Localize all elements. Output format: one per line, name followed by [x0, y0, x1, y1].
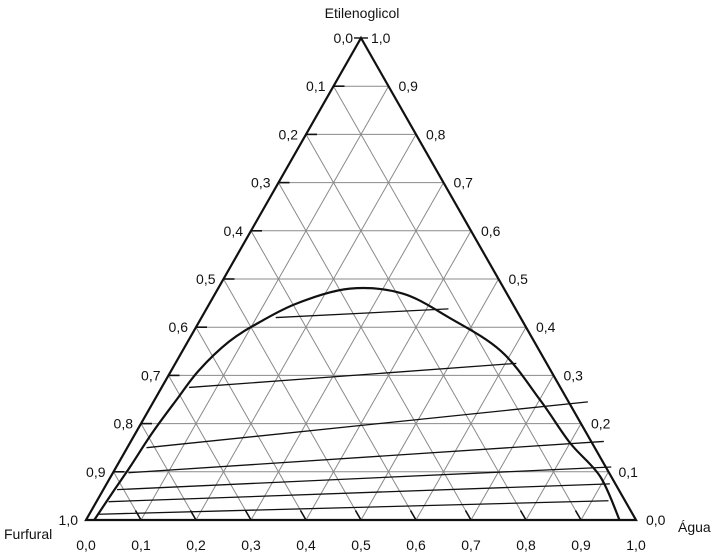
tick-label-right: 0,1	[619, 464, 639, 480]
tick-label-bottom: 0,3	[241, 537, 261, 553]
tick-label-right: 1,0	[371, 30, 391, 46]
binodal-curve	[93, 286, 621, 521]
tie-line	[117, 466, 612, 491]
tie-line	[146, 401, 588, 449]
tick-mark-bottom	[464, 510, 472, 521]
grid-lines	[113, 85, 609, 521]
vertex-label-right: Água	[678, 519, 711, 535]
grid-line-falling	[333, 85, 582, 521]
tick-label-bottom: 0,5	[351, 537, 371, 553]
tick-label-bottom: 0,2	[186, 537, 206, 553]
tick-label-right: 0,7	[454, 175, 474, 191]
tick-label-left: 0,5	[196, 271, 216, 287]
grid-line-falling	[305, 134, 527, 521]
tick-label-left: 0,0	[334, 30, 354, 46]
tick-mark-bottom	[574, 510, 582, 521]
tick-label-left: 0,9	[86, 464, 106, 480]
tick-labels: 0,0 0,0 0,0 0,1 0,1 0,1 0,2 0,2 0,2 0,3 0,3 0,3 0,4 0…	[59, 30, 666, 553]
grid-line-rising	[360, 278, 499, 521]
tie-line	[128, 440, 604, 474]
grid-line-rising	[140, 85, 389, 521]
tick-label-right: 0,8	[426, 126, 446, 142]
tick-label-bottom: 0,6	[406, 537, 426, 553]
tie-line	[189, 362, 517, 389]
tick-label-left: 0,8	[114, 416, 134, 432]
tick-mark-bottom	[134, 510, 142, 521]
tick-label-bottom: 0,7	[461, 537, 481, 553]
grid-line-rising	[250, 182, 444, 521]
tick-label-right: 0,4	[536, 319, 556, 335]
tick-mark-bottom	[244, 510, 252, 521]
tick-label-bottom: 0,4	[296, 537, 316, 553]
triangle-outline	[84, 35, 638, 522]
grid-line-rising	[580, 471, 609, 521]
tie-line	[99, 500, 609, 515]
tick-label-right: 0,2	[591, 416, 611, 432]
grid-line-falling	[278, 182, 472, 521]
tick-label-left: 0,2	[279, 126, 299, 142]
grid-line-falling	[250, 230, 417, 521]
tick-label-right: 0,0	[646, 512, 666, 528]
tie-line	[275, 308, 449, 319]
tick-mark-bottom	[519, 510, 527, 521]
vertex-label-top: Etilenoglicol	[325, 5, 400, 21]
tick-label-left: 1,0	[59, 512, 79, 528]
grid-line-falling	[195, 326, 307, 521]
tick-label-right: 0,6	[481, 223, 501, 239]
tick-label-right: 0,5	[509, 271, 529, 287]
tick-label-right: 0,3	[564, 367, 584, 383]
tick-mark-bottom	[409, 510, 417, 521]
tie-line	[108, 483, 610, 503]
tick-mark-bottom	[299, 510, 307, 521]
tick-label-left: 0,7	[141, 367, 161, 383]
tick-label-bottom: 0,0	[76, 537, 96, 553]
tick-label-left: 0,1	[306, 78, 326, 94]
tick-label-left: 0,4	[224, 223, 244, 239]
tick-label-bottom: 0,1	[131, 537, 151, 553]
tick-label-bottom: 0,9	[571, 537, 591, 553]
tick-label-left: 0,6	[169, 319, 189, 335]
grid-line-falling	[140, 423, 197, 521]
tick-label-bottom: 1,0	[626, 537, 646, 553]
tick-label-left: 0,3	[251, 175, 271, 191]
tick-mark-bottom	[354, 510, 362, 521]
tie-lines	[99, 308, 612, 515]
grid-line-falling	[168, 375, 252, 521]
tick-label-bottom: 0,8	[516, 537, 536, 553]
tick-label-right: 0,9	[399, 78, 419, 94]
vertex-label-left: Furfural	[4, 526, 52, 542]
